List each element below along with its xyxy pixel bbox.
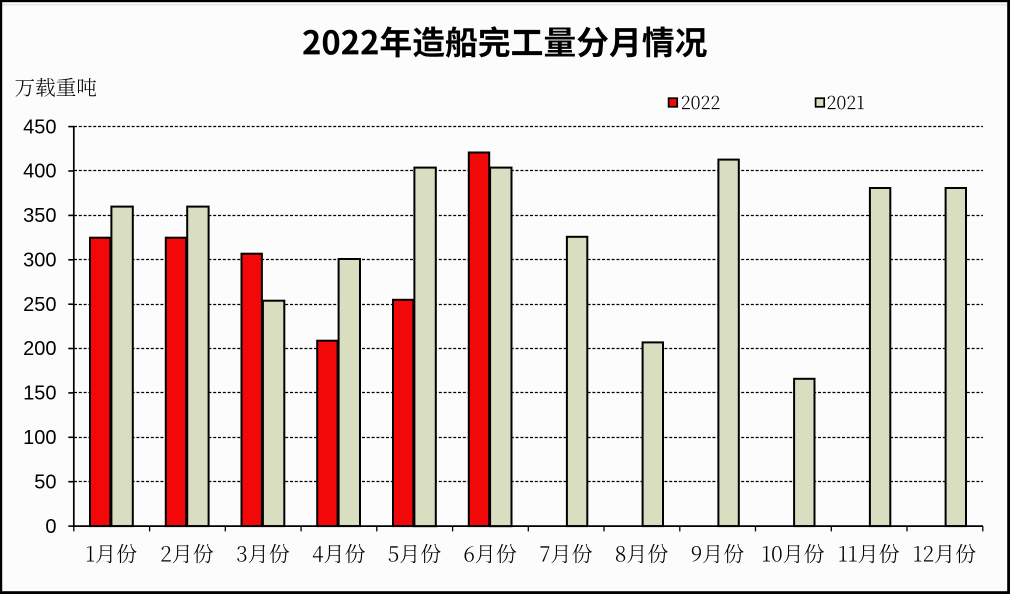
svg-text:400: 400	[23, 161, 56, 183]
svg-text:300: 300	[23, 250, 56, 272]
svg-text:250: 250	[23, 294, 56, 316]
svg-text:350: 350	[23, 205, 56, 227]
svg-text:100: 100	[23, 427, 56, 449]
svg-text:450: 450	[23, 116, 56, 138]
svg-text:150: 150	[23, 383, 56, 405]
svg-text:50: 50	[34, 471, 56, 493]
svg-text:200: 200	[23, 338, 56, 360]
svg-text:0: 0	[45, 516, 56, 538]
